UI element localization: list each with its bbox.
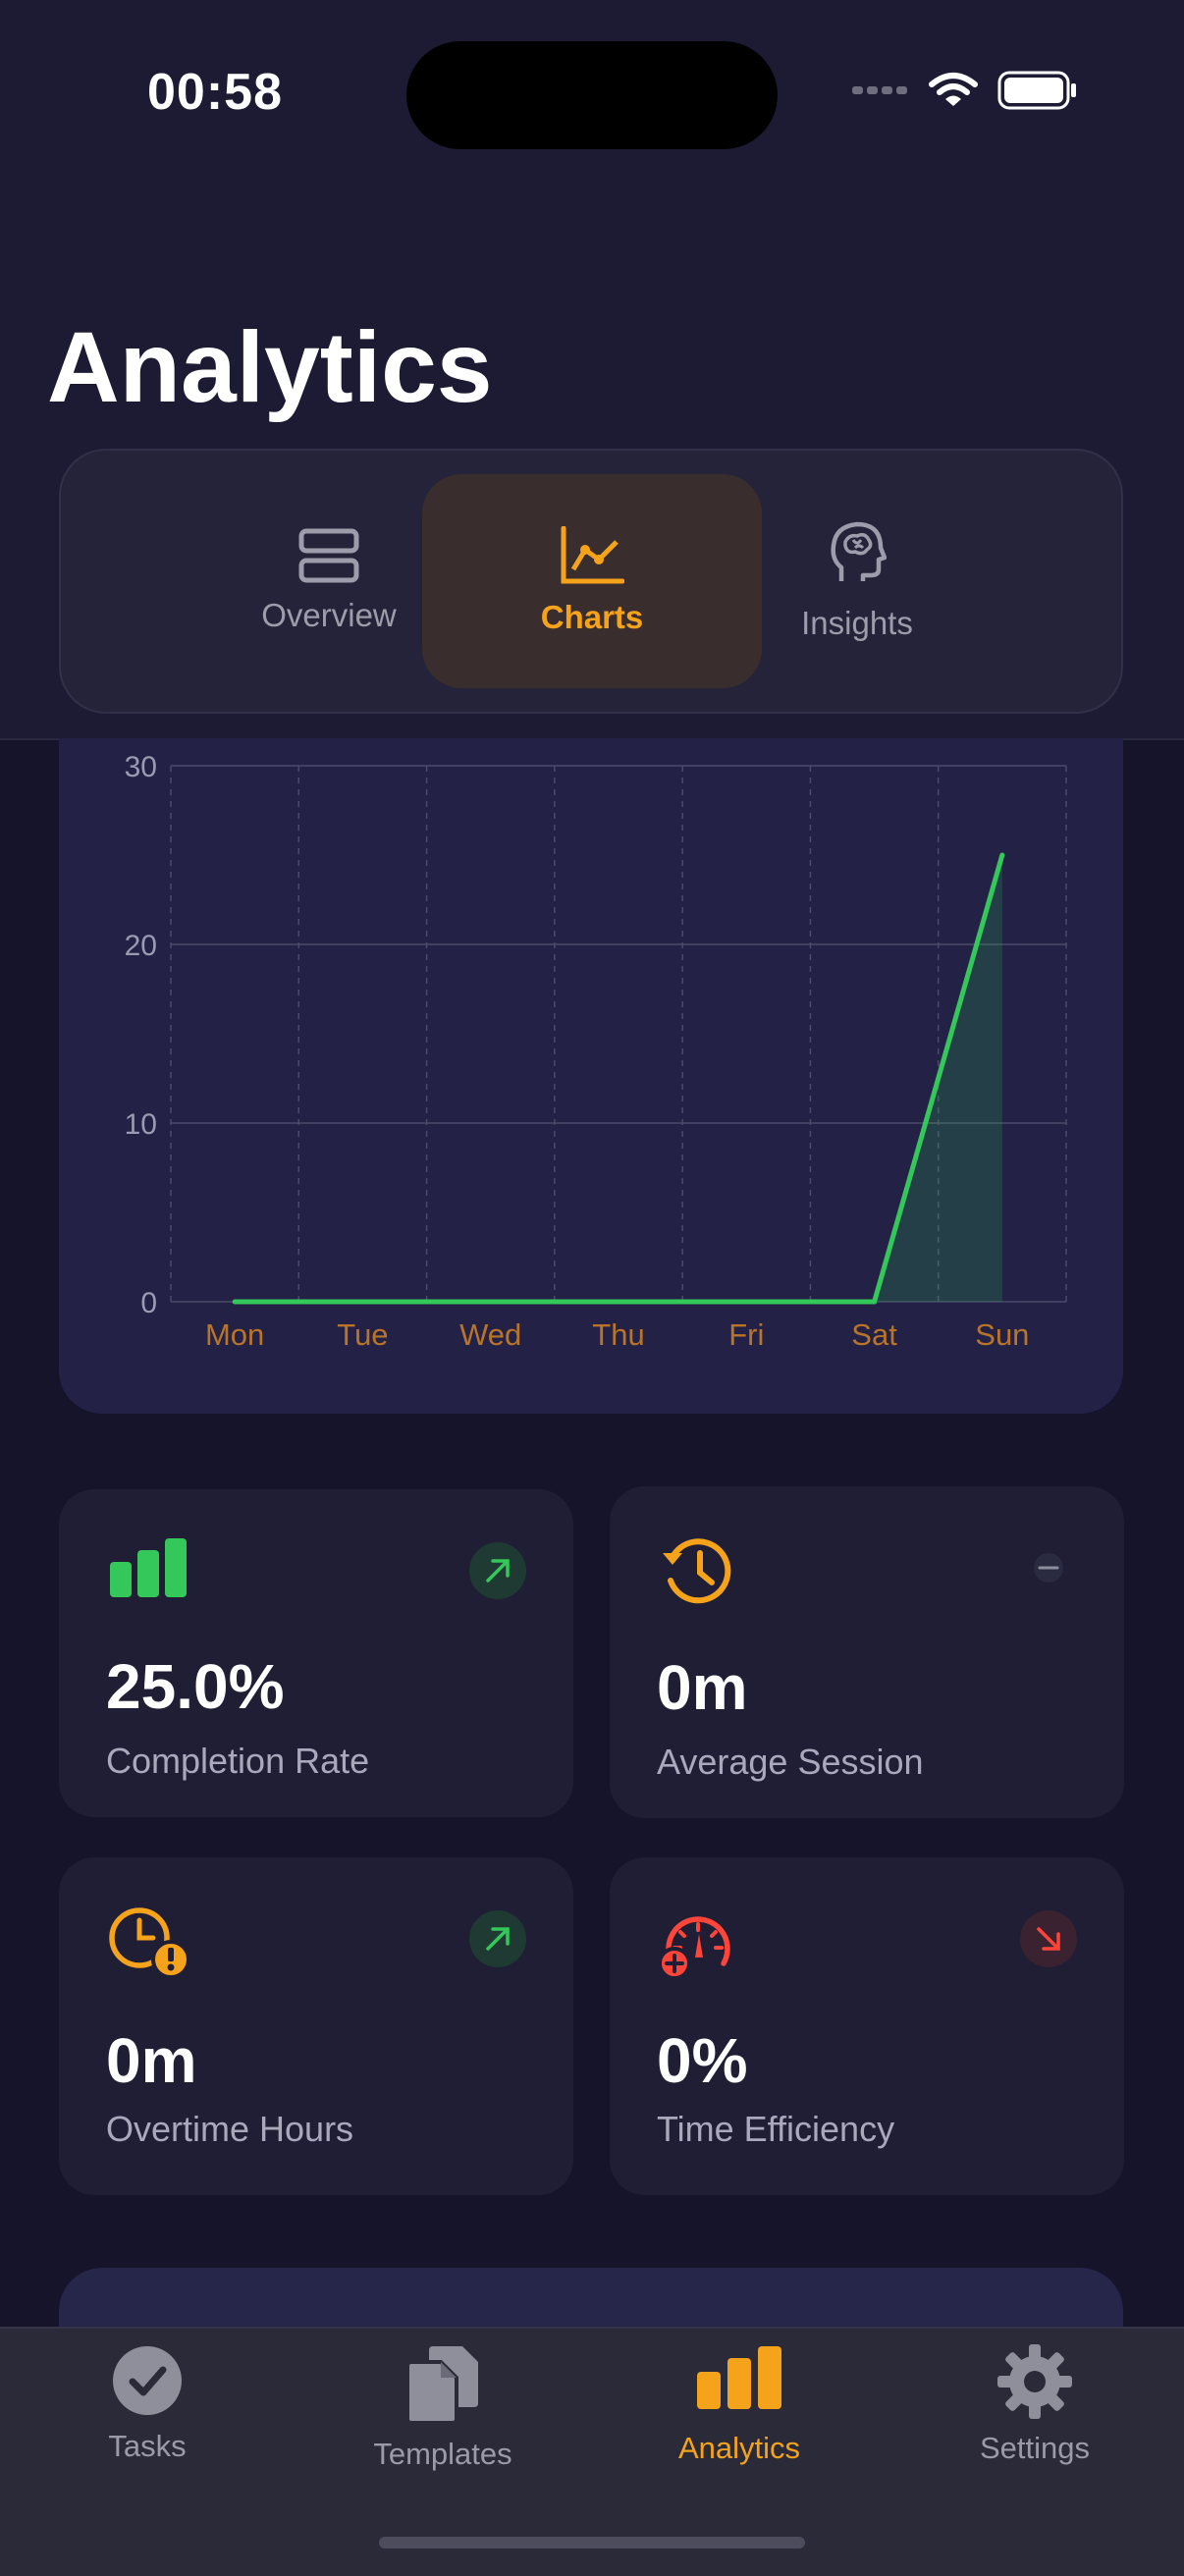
x-tick-label: Mon — [205, 1317, 264, 1352]
series-area — [235, 855, 1002, 1302]
battery-icon — [997, 71, 1078, 110]
tabbar-item-templates[interactable]: Templates — [296, 2344, 590, 2511]
trend-up-icon — [469, 1542, 526, 1599]
dynamic-island — [406, 41, 778, 149]
stat-card-time-efficiency[interactable]: 0% Time Efficiency — [610, 1857, 1124, 2195]
x-tick-label: Sat — [851, 1317, 897, 1352]
x-tick-label: Sun — [975, 1317, 1029, 1352]
line-chart-icon — [560, 526, 624, 585]
tab-charts-label: Charts — [541, 599, 644, 636]
stat-card-overtime-hours[interactable]: 0m Overtime Hours — [59, 1857, 573, 2195]
x-tick-label: Fri — [728, 1317, 764, 1352]
stat-card-completion-rate[interactable]: 25.0% Completion Rate — [59, 1489, 573, 1817]
tabbar-label: Tasks — [108, 2429, 186, 2464]
stat-value: 0m — [106, 2024, 197, 2097]
wifi-icon — [929, 71, 978, 110]
stat-card-average-session[interactable]: 0m Average Session — [610, 1486, 1124, 1818]
stat-label: Average Session — [657, 1742, 924, 1783]
tabbar-item-settings[interactable]: Settings — [888, 2344, 1182, 2511]
stat-value: 0m — [657, 1651, 748, 1724]
trend-up-icon — [469, 1910, 526, 1967]
view-segmented-control: Overview Charts Insights — [59, 449, 1123, 714]
tabbar-label: Analytics — [678, 2431, 800, 2466]
stat-value: 0% — [657, 2024, 748, 2097]
documents-icon — [405, 2344, 480, 2425]
bar-chart-icon — [108, 1538, 190, 1599]
tabbar-item-analytics[interactable]: Analytics — [592, 2344, 887, 2511]
cellular-signal-icon — [852, 83, 909, 97]
x-tick-label: Wed — [459, 1317, 521, 1352]
header: 00:58 Analytics Overview — [0, 0, 1184, 740]
x-tick-label: Thu — [592, 1317, 644, 1352]
y-tick-label: 0 — [140, 1287, 157, 1319]
y-tick-label: 20 — [125, 930, 157, 962]
tabbar-item-tasks[interactable]: Tasks — [0, 2344, 295, 2511]
tab-insights[interactable]: Insights — [687, 474, 1027, 688]
tab-insights-label: Insights — [801, 605, 913, 642]
gauge-icon — [659, 1906, 737, 1979]
y-tick-label: 10 — [125, 1108, 157, 1141]
trend-down-icon — [1020, 1910, 1077, 1967]
status-time: 00:58 — [147, 63, 283, 122]
history-clock-icon — [659, 1535, 735, 1606]
brain-head-icon — [828, 520, 887, 585]
gear-icon — [997, 2344, 1072, 2419]
tabbar-label: Settings — [980, 2431, 1090, 2466]
weekly-chart-card: 30 20 10 0 Mon Tue Wed Thu Fri Sat Sun — [59, 738, 1123, 1414]
tabbar-label: Templates — [373, 2437, 511, 2472]
stat-label: Completion Rate — [106, 1741, 369, 1782]
clock-warning-icon — [108, 1906, 190, 1979]
checkmark-circle-icon — [111, 2344, 184, 2417]
stat-label: Overtime Hours — [106, 2109, 353, 2150]
stat-label: Time Efficiency — [657, 2109, 894, 2150]
bar-chart-icon — [695, 2344, 783, 2411]
status-icons — [852, 71, 1078, 110]
tab-overview-label: Overview — [261, 597, 397, 634]
page-title: Analytics — [47, 310, 493, 425]
stat-value: 25.0% — [106, 1650, 284, 1723]
series-line — [235, 855, 1002, 1302]
stack-icon — [298, 528, 359, 583]
weekly-area-chart: 30 20 10 0 Mon Tue Wed Thu Fri Sat Sun — [59, 738, 1123, 1414]
trend-neutral-icon — [1020, 1539, 1077, 1596]
y-tick-label: 30 — [125, 751, 157, 783]
home-indicator — [379, 2537, 805, 2549]
x-tick-label: Tue — [337, 1317, 388, 1352]
